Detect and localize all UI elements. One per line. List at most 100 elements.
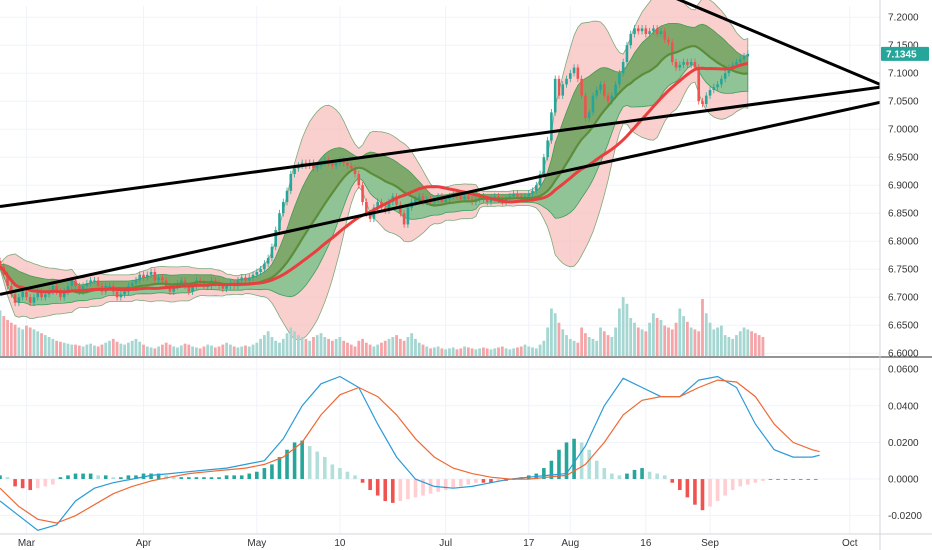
candle-body xyxy=(580,78,583,96)
volume-bar xyxy=(289,327,293,356)
volume-bar xyxy=(89,343,93,356)
volume-bar xyxy=(164,342,168,356)
volume-bar xyxy=(742,327,746,356)
candle-body xyxy=(444,199,447,202)
candle-body xyxy=(399,204,402,214)
macd-histogram-bar xyxy=(330,464,335,480)
candle-body xyxy=(421,196,425,202)
volume-bar xyxy=(455,349,459,356)
volume-bar xyxy=(712,329,716,356)
macd-histogram-bar xyxy=(96,475,100,480)
macd-histogram-bar xyxy=(375,479,380,496)
candle-body xyxy=(731,64,735,68)
candle-body xyxy=(693,62,697,68)
macd-histogram-bar xyxy=(315,451,320,480)
candle-body xyxy=(561,84,565,96)
macd-histogram-bar xyxy=(806,479,811,480)
volume-bar xyxy=(244,345,247,356)
volume-bar xyxy=(659,319,663,356)
signal-line xyxy=(0,379,820,524)
volume-bar xyxy=(319,333,323,356)
macd-histogram-bar xyxy=(738,479,743,487)
volume-bar xyxy=(372,346,376,356)
candle-body xyxy=(6,274,9,286)
candle-body xyxy=(266,258,270,264)
macd-histogram-bar xyxy=(368,479,372,491)
macd-histogram-bar xyxy=(126,475,131,480)
candle-body xyxy=(591,95,595,113)
candle-body xyxy=(361,185,364,202)
candle-body xyxy=(644,28,648,34)
macd-histogram-bar xyxy=(579,442,584,480)
volume-bar xyxy=(391,337,395,356)
macd-histogram-bar xyxy=(43,479,48,487)
volume-bar xyxy=(183,343,187,356)
volume-bar xyxy=(21,329,25,356)
macd-histogram-bar xyxy=(292,442,297,480)
candle-body xyxy=(625,45,629,62)
candle-body xyxy=(689,62,693,65)
macd-histogram-bar xyxy=(247,473,252,480)
time-tick-label: Oct xyxy=(842,538,858,549)
candle-body xyxy=(546,140,549,158)
candle-body xyxy=(527,193,531,197)
volume-bar xyxy=(651,313,655,356)
volume-bar xyxy=(176,347,179,356)
volume-bar xyxy=(466,347,470,356)
candle-body xyxy=(402,213,406,225)
volume-bar xyxy=(636,327,640,356)
volume-bar xyxy=(2,316,6,356)
macd-histogram-bar xyxy=(187,477,191,480)
volume-bar xyxy=(357,340,361,356)
candle-body xyxy=(161,277,164,281)
volume-bar xyxy=(43,335,47,356)
candle-body xyxy=(187,286,191,292)
candle-body xyxy=(289,174,293,191)
volume-bar xyxy=(270,337,274,356)
volume-bar xyxy=(210,345,213,356)
candle-body xyxy=(569,73,572,79)
volume-bar xyxy=(648,322,652,356)
volume-bar xyxy=(663,325,667,356)
volume-bar xyxy=(25,325,28,356)
macd-tick-label: -0.0200 xyxy=(888,511,922,522)
volume-bar xyxy=(17,327,21,356)
macd-histogram-bar xyxy=(179,477,184,480)
candle-body xyxy=(270,246,274,258)
volume-bar xyxy=(266,331,270,356)
volume-bar xyxy=(232,346,236,356)
macd-histogram-bar xyxy=(813,479,818,480)
volume-bar xyxy=(115,341,119,356)
volume-bar xyxy=(410,333,414,356)
volume-bar xyxy=(489,349,493,356)
macd-histogram-bar xyxy=(564,442,569,480)
candle-body xyxy=(512,193,515,197)
candle-body xyxy=(55,286,58,292)
macd-histogram-bar xyxy=(202,477,206,480)
macd-histogram-bar xyxy=(35,479,40,489)
candle-body xyxy=(655,28,659,34)
macd-histogram-bar xyxy=(474,479,478,483)
volume-bar xyxy=(240,346,244,356)
candle-body xyxy=(74,280,77,286)
volume-bar xyxy=(655,318,659,356)
candle-body xyxy=(225,286,228,289)
macd-histogram-bar xyxy=(81,473,85,480)
candle-body xyxy=(62,291,66,298)
macd-pane xyxy=(0,375,820,531)
volume-bar xyxy=(255,342,259,356)
candle-body xyxy=(278,213,281,230)
volume-bar xyxy=(719,325,723,356)
volume-bar xyxy=(463,346,466,356)
macd-histogram-bar xyxy=(436,479,440,492)
candle-body xyxy=(720,78,723,85)
volume-bar xyxy=(108,340,111,356)
candle-body xyxy=(633,28,636,34)
volume-bar xyxy=(444,349,448,356)
candle-body xyxy=(565,78,568,85)
macd-histogram-bar xyxy=(111,477,116,480)
volume-bar xyxy=(168,344,172,356)
volume-bar xyxy=(304,338,308,356)
macd-histogram-bar xyxy=(262,468,267,480)
volume-bar xyxy=(346,342,349,356)
